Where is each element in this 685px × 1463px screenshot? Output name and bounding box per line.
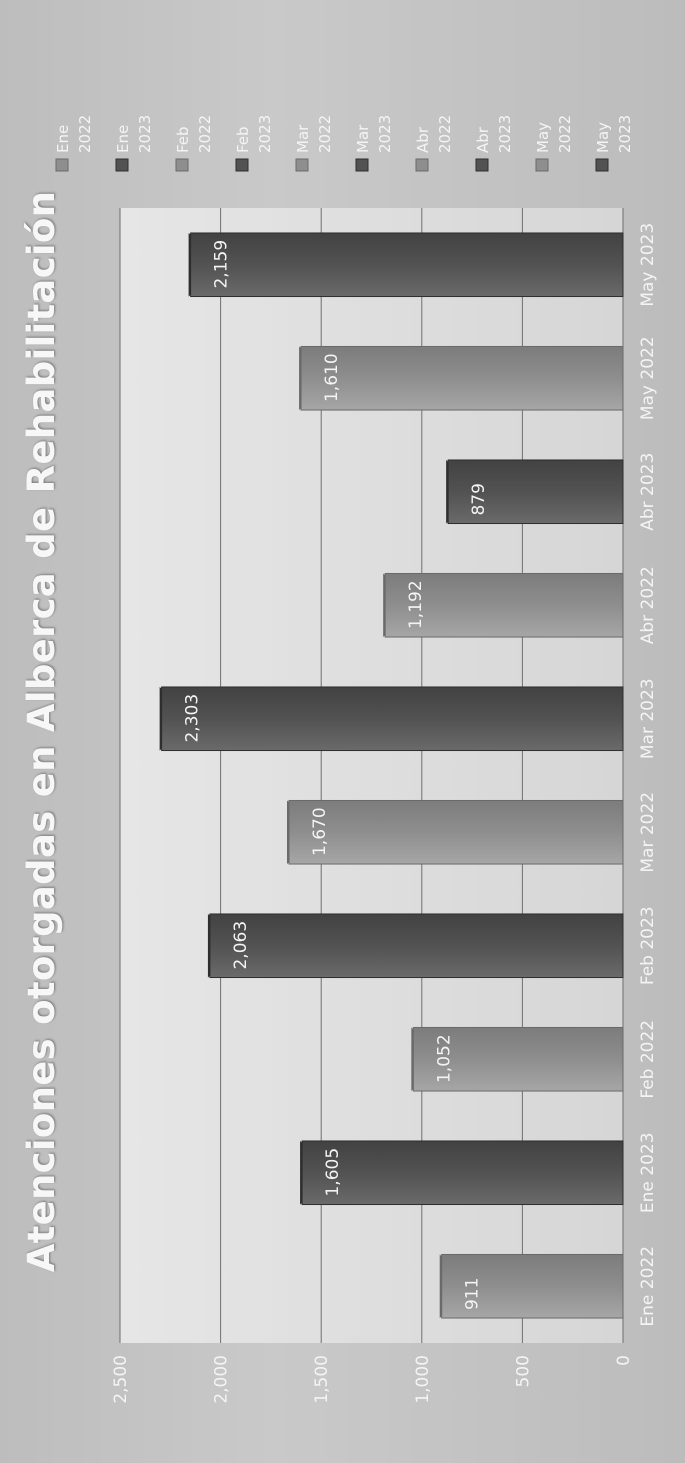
y-tick-label: 1,000 xyxy=(413,1355,433,1404)
bar xyxy=(412,1026,624,1092)
bar-value-label: 2,063 xyxy=(231,921,251,970)
legend-swatch xyxy=(295,158,309,172)
bar-value-label: 1,192 xyxy=(406,580,426,629)
legend-swatch xyxy=(115,158,129,172)
x-category-label: Ene 2023 xyxy=(638,1132,658,1213)
y-tick-label: 0 xyxy=(614,1355,634,1366)
legend-entry-label: Mar xyxy=(294,124,312,153)
bar xyxy=(161,686,624,752)
legend: Ene 2022 Ene 2023 Feb 2022 Feb 2023 Mar 2022 Mar 20… xyxy=(54,115,634,172)
bar xyxy=(384,572,624,638)
legend-swatch xyxy=(415,158,429,172)
legend-entry-year: 2022 xyxy=(556,115,574,153)
legend-entry-year: 2023 xyxy=(376,115,394,153)
y-tick-label: 2,500 xyxy=(111,1355,131,1404)
bar xyxy=(447,459,624,525)
legend-swatch xyxy=(175,158,189,172)
legend-swatch xyxy=(535,158,549,172)
legend-entry-label: Feb xyxy=(234,126,252,153)
legend-entry-label: May xyxy=(594,122,612,153)
bar-value-label: 1,670 xyxy=(310,807,330,856)
x-category-label: Mar 2023 xyxy=(638,678,658,759)
legend-entry-label: Abr xyxy=(414,126,432,153)
bar xyxy=(441,1253,624,1319)
legend-entry-year: 2023 xyxy=(136,115,154,153)
legend-entry-year: 2022 xyxy=(196,115,214,153)
x-category-label: Mar 2022 xyxy=(638,792,658,873)
bar-value-label: 1,605 xyxy=(323,1148,343,1197)
legend-entry-year: 2022 xyxy=(436,115,454,153)
x-category-label: May 2023 xyxy=(638,223,658,307)
y-tick-label: 2,000 xyxy=(212,1355,232,1404)
y-tick-label: 500 xyxy=(513,1355,533,1387)
x-category-label: Abr 2023 xyxy=(638,453,658,531)
bar-value-label: 2,159 xyxy=(212,240,232,289)
x-axis: Ene 2022 Ene 2023 Feb 2022 Feb 2023 Mar 2022… xyxy=(638,223,658,1327)
x-category-label: May 2022 xyxy=(638,336,658,420)
legend-swatch xyxy=(595,158,609,172)
legend-entry-label: Abr xyxy=(474,126,492,153)
legend-swatch xyxy=(55,158,69,172)
legend-entry-year: 2023 xyxy=(256,115,274,153)
legend-entry-label: Mar xyxy=(354,124,372,153)
x-category-label: Abr 2022 xyxy=(638,566,658,644)
bar-value-label: 911 xyxy=(463,1278,483,1310)
bar xyxy=(300,345,624,411)
legend-swatch xyxy=(475,158,489,172)
legend-entry-label: Ene xyxy=(54,125,72,153)
x-category-label: Ene 2022 xyxy=(638,1246,658,1327)
bar-value-label: 1,610 xyxy=(322,353,342,402)
x-category-label: Feb 2022 xyxy=(638,1020,658,1099)
legend-swatch xyxy=(355,158,369,172)
bar-value-label: 1,052 xyxy=(434,1034,454,1083)
bar xyxy=(288,799,624,865)
legend-entry-label: Feb xyxy=(174,126,192,153)
legend-entry-year: 2022 xyxy=(316,115,334,153)
bar xyxy=(301,1140,624,1206)
legend-entry-year: 2022 xyxy=(76,115,94,153)
y-axis: 0 500 1,000 1,500 2,000 2,500 xyxy=(111,1355,634,1404)
legend-swatch xyxy=(235,158,249,172)
bar xyxy=(209,913,624,979)
bar-value-label: 879 xyxy=(469,483,489,515)
bar-value-label: 2,303 xyxy=(183,694,203,743)
legend-entry-year: 2023 xyxy=(616,115,634,153)
legend-entry-label: May xyxy=(534,122,552,153)
y-tick-label: 1,500 xyxy=(312,1355,332,1404)
x-category-label: Feb 2023 xyxy=(638,906,658,985)
bar xyxy=(190,232,624,298)
legend-entry-year: 2023 xyxy=(496,115,514,153)
bars: 911 1,605 1,052 2,063 1,670 2,303 1,192 879 1,61… xyxy=(159,232,624,1319)
legend-entry-label: Ene xyxy=(114,125,132,153)
